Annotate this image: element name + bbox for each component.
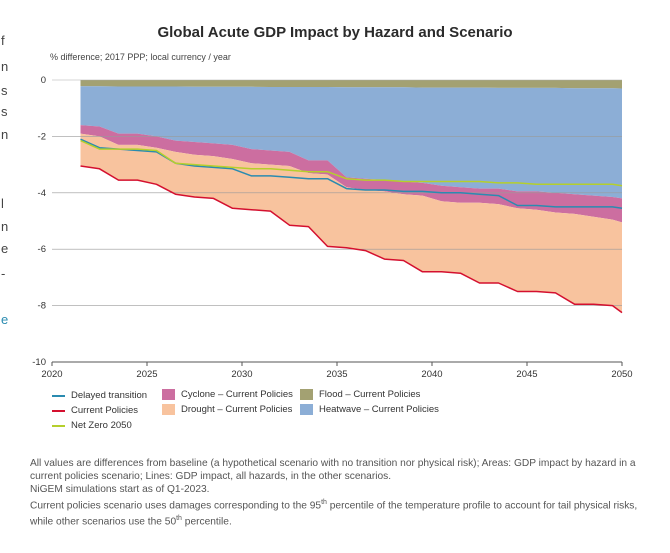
chart-title: Global Acute GDP Impact by Hazard and Sc… xyxy=(157,24,513,41)
chart-subtitle: % difference; 2017 PPP; local currency /… xyxy=(50,52,231,62)
legend-swatch xyxy=(300,404,313,415)
area-heatwave xyxy=(80,86,622,199)
legend-label: Delayed transition xyxy=(71,390,148,401)
legend-swatch xyxy=(52,424,65,427)
edge-glyph: f xyxy=(1,33,5,48)
note-superscript: th xyxy=(321,499,327,506)
edge-glyph: e xyxy=(1,241,9,256)
edge-glyph: n xyxy=(1,219,9,234)
edge-glyph: n xyxy=(1,59,9,74)
chart-notes: All values are differences from baseline… xyxy=(30,457,640,529)
legend-label: Drought – Current Policies xyxy=(181,404,293,415)
edge-glyph: - xyxy=(1,266,6,281)
edge-glyph: l xyxy=(1,196,4,211)
series-line-current-policies xyxy=(80,165,623,314)
legend-label: Net Zero 2050 xyxy=(71,420,132,431)
legend-item: Drought – Current Policies xyxy=(162,404,292,415)
legend-swatch xyxy=(300,389,313,400)
note-superscript: th xyxy=(176,515,182,523)
area-flood xyxy=(80,80,622,89)
legend-swatch xyxy=(162,404,175,415)
x-tick-label: 2025 xyxy=(136,369,157,380)
chart-canvas: 2020 2025 2030 2035 2040 2045 2050 0 -2 -4 -6 -8 -10 xyxy=(32,75,632,380)
edge-glyph: e xyxy=(1,312,9,327)
y-tick-label: -8 xyxy=(38,301,46,312)
edge-glyph: n xyxy=(1,127,9,142)
note-text: Current policies scenario uses damages c… xyxy=(30,500,322,512)
y-tick-label: -10 xyxy=(32,357,46,368)
area-drought xyxy=(80,133,622,313)
legend-item: Net Zero 2050 xyxy=(52,420,132,431)
x-tick-label: 2035 xyxy=(326,369,347,380)
legend-item: Heatwave – Current Policies xyxy=(300,404,439,415)
edge-glyph: s xyxy=(1,104,8,119)
note-line: Current policies scenario uses damages c… xyxy=(30,496,640,529)
x-tick-label: 2050 xyxy=(611,369,632,380)
x-tick-label: 2045 xyxy=(516,369,537,380)
y-tick-label: -2 xyxy=(38,131,46,142)
note-line: NiGEM simulations start as of Q1-2023. xyxy=(30,484,210,495)
note-text: percentile of the temperature profile to… xyxy=(30,500,638,528)
legend-item: Current Policies xyxy=(52,405,138,416)
area-cyclone xyxy=(80,125,622,223)
legend-label: Current Policies xyxy=(71,405,139,416)
legend-label: Heatwave – Current Policies xyxy=(319,404,439,415)
x-tick-label: 2030 xyxy=(231,369,252,380)
legend-item: Cyclone – Current Policies xyxy=(162,389,293,400)
legend-item: Flood – Current Policies xyxy=(300,389,420,400)
legend-label: Cyclone – Current Policies xyxy=(181,389,293,400)
x-tick-label: 2020 xyxy=(41,369,62,380)
legend-label: Flood – Current Policies xyxy=(319,389,421,400)
y-tick-label: -4 xyxy=(38,188,46,199)
legend-swatch xyxy=(162,389,175,400)
legend-swatch xyxy=(52,409,65,412)
note-text: percentile. xyxy=(181,516,232,528)
y-tick-label: 0 xyxy=(41,75,46,86)
legend-swatch xyxy=(52,394,65,397)
edge-glyph: s xyxy=(1,83,8,98)
note-line: All values are differences from baseline… xyxy=(30,458,636,482)
y-tick-label: -6 xyxy=(38,244,46,255)
x-tick-label: 2040 xyxy=(421,369,442,380)
legend-item: Delayed transition xyxy=(52,390,147,401)
series-line-net-zero-2050 xyxy=(80,139,623,187)
